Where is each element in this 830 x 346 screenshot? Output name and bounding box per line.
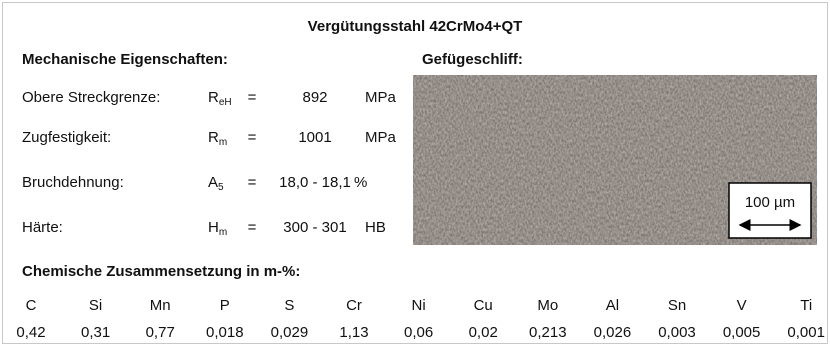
- equals: =: [248, 129, 257, 146]
- element-content: 0,213: [529, 324, 567, 341]
- element-symbol: V: [737, 297, 747, 314]
- property-unit: %: [354, 174, 367, 191]
- element-content: 0,42: [16, 324, 45, 341]
- element-symbol: Si: [89, 297, 102, 314]
- element-content: 0,02: [469, 324, 498, 341]
- section-heading: Mechanische Eigenschaften:: [22, 51, 228, 68]
- element-symbol: Mn: [150, 297, 171, 314]
- symbol-subscript: eH: [219, 97, 232, 108]
- element-symbol: Cu: [474, 297, 493, 314]
- property-label: Bruchdehnung:: [22, 174, 124, 191]
- element-content: 0,026: [594, 324, 632, 341]
- element-content: 1,13: [339, 324, 368, 341]
- element-symbol: Sn: [668, 297, 686, 314]
- datasheet: Vergütungsstahl 42CrMo4+QT Mechanische Ei…: [0, 0, 830, 346]
- property-label: Zugfestigkeit:: [22, 129, 111, 146]
- equals: =: [248, 219, 257, 236]
- element-symbol: S: [284, 297, 294, 314]
- title: Vergütungsstahl 42CrMo4+QT: [308, 18, 523, 35]
- symbol-letter: A: [208, 174, 218, 191]
- element-symbol: Cr: [346, 297, 362, 314]
- symbol-subscript: m: [219, 227, 227, 238]
- property-unit: MPa: [365, 129, 397, 146]
- element-symbol: C: [26, 297, 37, 314]
- scale-label: 100 µm: [745, 194, 795, 211]
- symbol-letter: R: [208, 129, 219, 146]
- element-symbol: Mo: [537, 297, 558, 314]
- property-value: 892: [302, 89, 327, 106]
- property-value: 1001: [298, 129, 331, 146]
- element-content: 0,77: [146, 324, 175, 341]
- symbol-subscript: m: [219, 137, 227, 148]
- element-symbol: Al: [606, 297, 619, 314]
- symbol-subscript: 5: [218, 182, 224, 193]
- equals: =: [248, 89, 257, 106]
- property-unit: MPa: [365, 89, 397, 106]
- property-value: 18,0 - 18,1: [279, 174, 351, 191]
- element-content: 0,001: [787, 324, 825, 341]
- section-heading: Gefügeschliff:: [422, 51, 523, 68]
- element-content: 0,018: [206, 324, 244, 341]
- element-symbol: P: [220, 297, 230, 314]
- element-symbol: Ti: [800, 297, 812, 314]
- symbol-letter: R: [208, 89, 219, 106]
- property-unit: HB: [365, 219, 386, 236]
- section-heading: Chemische Zusammensetzung in m-%:: [22, 263, 300, 280]
- property-label: Obere Streckgrenze:: [22, 89, 160, 106]
- element-content: 0,029: [271, 324, 309, 341]
- property-value: 300 - 301: [283, 219, 346, 236]
- element-content: 0,31: [81, 324, 110, 341]
- element-content: 0,003: [658, 324, 696, 341]
- page: {"title": "Vergütungsstahl 42CrMo4+QT", …: [0, 0, 830, 346]
- element-content: 0,06: [404, 324, 433, 341]
- element-symbol: Ni: [412, 297, 426, 314]
- symbol-letter: H: [208, 219, 219, 236]
- equals: =: [248, 174, 257, 191]
- element-content: 0,005: [723, 324, 761, 341]
- property-label: Härte:: [22, 219, 63, 236]
